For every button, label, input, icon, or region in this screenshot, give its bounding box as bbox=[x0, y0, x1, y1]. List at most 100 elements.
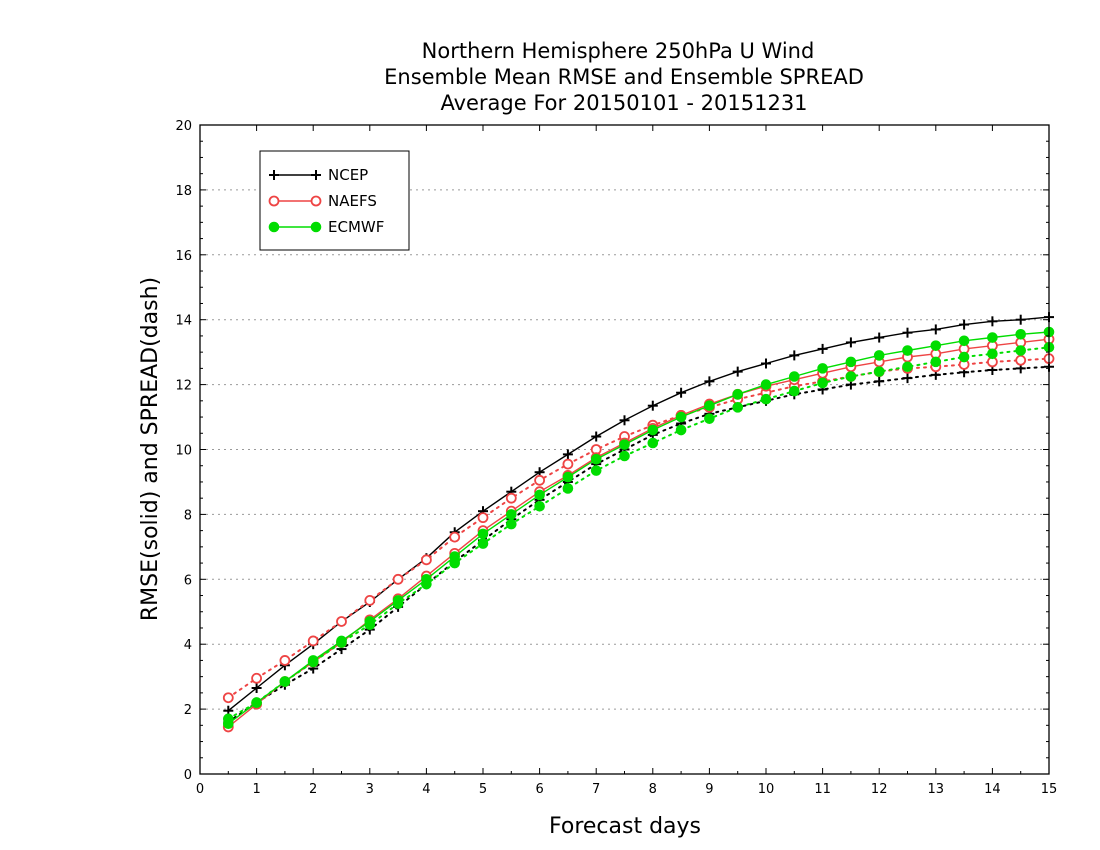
chart-title-line-1: Northern Hemisphere 250hPa U Wind bbox=[422, 39, 815, 63]
x-tick-label: 8 bbox=[649, 782, 657, 797]
series-naefs-spread-point bbox=[307, 635, 319, 647]
series-ecmwf-rmse-point bbox=[562, 471, 574, 483]
series-ncep-rmse-point bbox=[902, 327, 913, 338]
series-naefs-spread-point bbox=[392, 573, 404, 585]
series-ecmwf-rmse-point bbox=[590, 453, 602, 465]
series-ecmwf-rmse-point bbox=[449, 551, 461, 562]
series-ncep-rmse-point bbox=[676, 387, 687, 398]
legend-marker-ncep bbox=[269, 170, 279, 180]
x-tick-label: 1 bbox=[252, 782, 260, 797]
series-ecmwf bbox=[223, 326, 1055, 730]
series-ecmwf-spread-point bbox=[477, 538, 489, 549]
series-ncep-rmse-point bbox=[930, 324, 941, 335]
series-ecmwf-rmse-point bbox=[873, 350, 885, 361]
legend-marker-ecmwf bbox=[268, 221, 280, 233]
series-naefs-spread-point bbox=[449, 531, 461, 543]
series-ecmwf-spread-point bbox=[619, 450, 630, 462]
plot-area bbox=[222, 312, 1055, 733]
series-ecmwf-rmse-point bbox=[704, 400, 715, 411]
series-ncep-rmse-point bbox=[732, 366, 743, 377]
series-ecmwf-rmse-point bbox=[392, 595, 404, 606]
series-ecmwf-rmse-point bbox=[817, 363, 828, 374]
series-ecmwf-spread-point bbox=[958, 351, 970, 363]
series-ncep-rmse-point bbox=[647, 400, 658, 411]
series-ncep-rmse-point bbox=[761, 358, 771, 369]
series-ecmwf-spread-point bbox=[987, 348, 998, 360]
chart-title-line-3: Average For 20150101 - 20151231 bbox=[440, 91, 807, 115]
legend-marker-ncep bbox=[311, 170, 321, 180]
y-axis-ticks: 0 2 4 6 8 10 12 14 16 18 20 bbox=[175, 119, 1049, 783]
y-tick-label: 4 bbox=[184, 638, 192, 653]
x-tick-label: 10 bbox=[758, 782, 775, 797]
series-ecmwf-spread-point bbox=[732, 402, 744, 413]
series-ecmwf-rmse-point bbox=[930, 340, 942, 351]
series-ecmwf-spread-point bbox=[590, 465, 602, 476]
series-naefs-spread-point bbox=[364, 594, 376, 606]
series-ecmwf-rmse-point bbox=[421, 574, 432, 585]
series-ecmwf-rmse-point bbox=[251, 697, 262, 708]
series-naefs-spread-point bbox=[251, 672, 263, 684]
x-tick-label: 13 bbox=[928, 782, 945, 797]
series-ecmwf-rmse-line bbox=[227, 331, 1050, 725]
series-ecmwf-spread-point bbox=[562, 483, 574, 494]
series-ecmwf-spread-point bbox=[506, 518, 517, 530]
series-naefs-spread-point bbox=[1015, 354, 1027, 366]
chart-title: Northern Hemisphere 250hPa U Wind Ensemb… bbox=[384, 39, 864, 115]
y-tick-label: 18 bbox=[175, 184, 192, 199]
x-tick-label: 9 bbox=[705, 782, 713, 797]
y-tick-label: 10 bbox=[175, 444, 192, 459]
series-ncep-rmse-point bbox=[591, 431, 602, 442]
series-naefs-spread-point bbox=[562, 458, 574, 470]
series-ecmwf-spread-point bbox=[675, 424, 687, 436]
series-ncep-rmse-point bbox=[987, 316, 998, 327]
series-ecmwf-spread-point bbox=[704, 413, 715, 424]
y-tick-label: 2 bbox=[184, 703, 192, 718]
x-axis-title: Forecast days bbox=[549, 814, 701, 839]
series-ecmwf-rmse-point bbox=[534, 489, 545, 501]
series-ecmwf-spread-point bbox=[902, 361, 913, 373]
x-tick-label: 7 bbox=[592, 782, 600, 797]
series-ecmwf-spread-point bbox=[817, 377, 828, 389]
series-ecmwf-rmse-point bbox=[336, 635, 347, 647]
series-ncep-rmse-point bbox=[1015, 314, 1026, 325]
series-ecmwf-spread-point bbox=[760, 393, 772, 405]
series-ecmwf-rmse-point bbox=[789, 371, 800, 382]
series-naefs-spread-line bbox=[227, 357, 1050, 699]
x-tick-label: 2 bbox=[309, 782, 317, 797]
x-tick-label: 6 bbox=[535, 782, 543, 797]
series-naefs-spread-point bbox=[505, 492, 517, 504]
series-ecmwf-spread-line bbox=[227, 346, 1050, 720]
chart-title-line-2: Ensemble Mean RMSE and Ensemble SPREAD bbox=[384, 65, 864, 89]
legend-item-ecmwf: ECMWF bbox=[268, 218, 384, 236]
series-ecmwf-spread-point bbox=[873, 366, 885, 377]
series-ncep-rmse-point bbox=[562, 449, 573, 460]
legend-item-naefs: NAEFS bbox=[268, 192, 377, 210]
series-naefs-rmse-line bbox=[227, 338, 1050, 728]
series-ncep bbox=[223, 312, 1054, 728]
series-naefs-spread-point bbox=[279, 655, 291, 666]
x-tick-label: 0 bbox=[196, 782, 204, 797]
legend-label-ecmwf: ECMWF bbox=[328, 218, 384, 236]
series-ncep-rmse-point bbox=[789, 350, 800, 361]
series-ecmwf-spread-point bbox=[534, 500, 545, 512]
legend-marker-naefs bbox=[310, 195, 322, 207]
x-tick-label: 4 bbox=[422, 782, 430, 797]
y-axis-title: RMSE(solid) and SPREAD(dash) bbox=[138, 277, 163, 621]
x-tick-label: 5 bbox=[479, 782, 487, 797]
series-naefs bbox=[222, 333, 1055, 733]
series-ecmwf-spread-point bbox=[789, 385, 800, 397]
series-ecmwf-rmse-point bbox=[958, 335, 970, 347]
series-ncep-spread-line bbox=[227, 365, 1050, 724]
x-tick-label: 15 bbox=[1041, 782, 1058, 797]
series-ecmwf-rmse-point bbox=[647, 424, 659, 436]
series-ecmwf-rmse-point bbox=[364, 616, 376, 627]
series-ncep-spread-point bbox=[874, 376, 885, 387]
x-tick-label: 14 bbox=[984, 782, 1001, 797]
series-ncep-rmse-point bbox=[704, 376, 715, 387]
series-ncep-rmse-point bbox=[959, 319, 970, 330]
series-ncep-rmse-point bbox=[845, 337, 856, 348]
series-ecmwf-rmse-point bbox=[987, 332, 998, 343]
series-ecmwf-spread-point bbox=[1015, 345, 1027, 356]
x-tick-label: 12 bbox=[871, 782, 888, 797]
